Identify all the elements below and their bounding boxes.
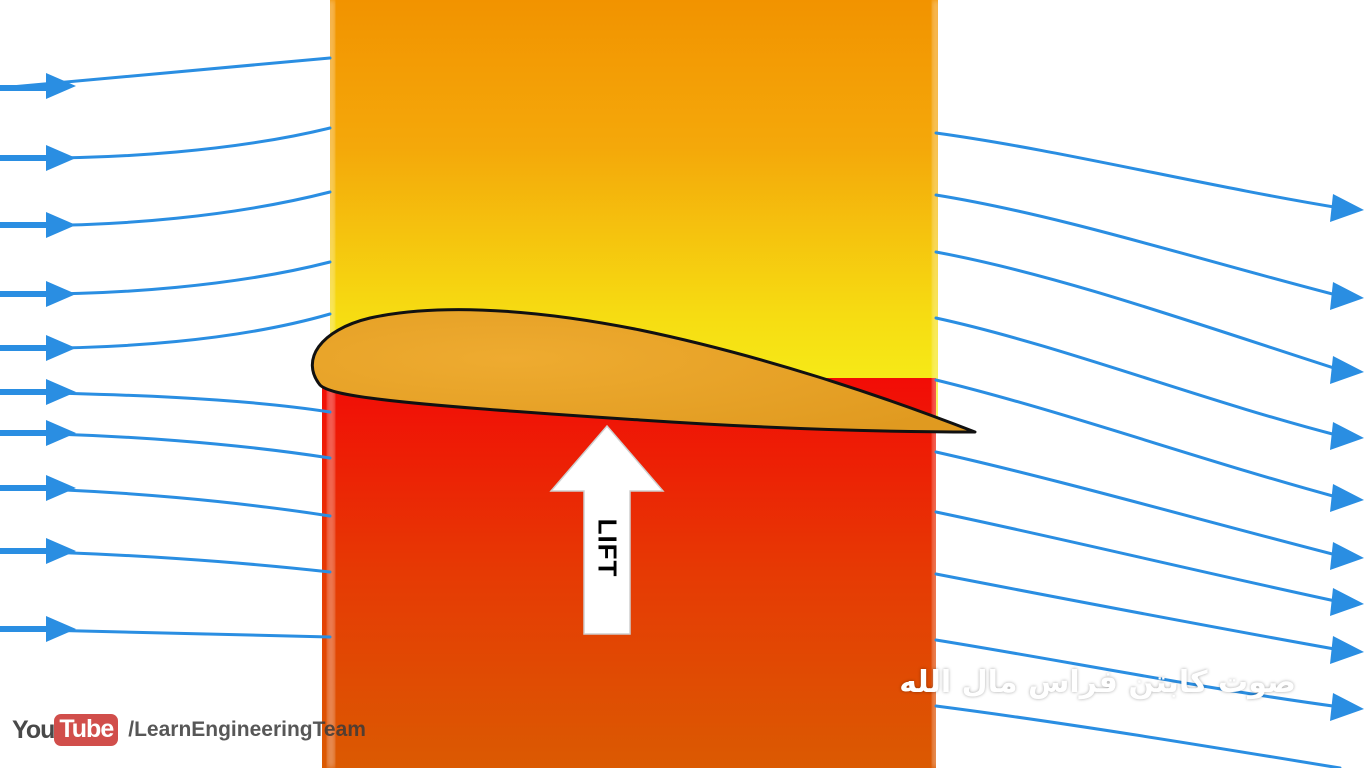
channel-watermark: You Tube /LearnEngineeringTeam: [12, 714, 366, 746]
outgoing-arrowheads: [1330, 194, 1364, 721]
airfoil: [310, 308, 977, 434]
youtube-logo-tube: Tube: [59, 715, 114, 743]
youtube-logo-you: You: [12, 715, 55, 744]
outgoing-streamlines: [934, 131, 1342, 768]
lift-label: LIFT: [592, 518, 623, 578]
youtube-logo: You Tube: [12, 714, 119, 746]
channel-handle: /LearnEngineeringTeam: [128, 718, 366, 741]
incoming-arrowheads: [0, 73, 76, 642]
lift-arrow: [549, 424, 665, 635]
voice-credit: صوت كابتن فراس مال الله: [899, 665, 1296, 700]
youtube-logo-tube-box: Tube: [54, 714, 119, 746]
